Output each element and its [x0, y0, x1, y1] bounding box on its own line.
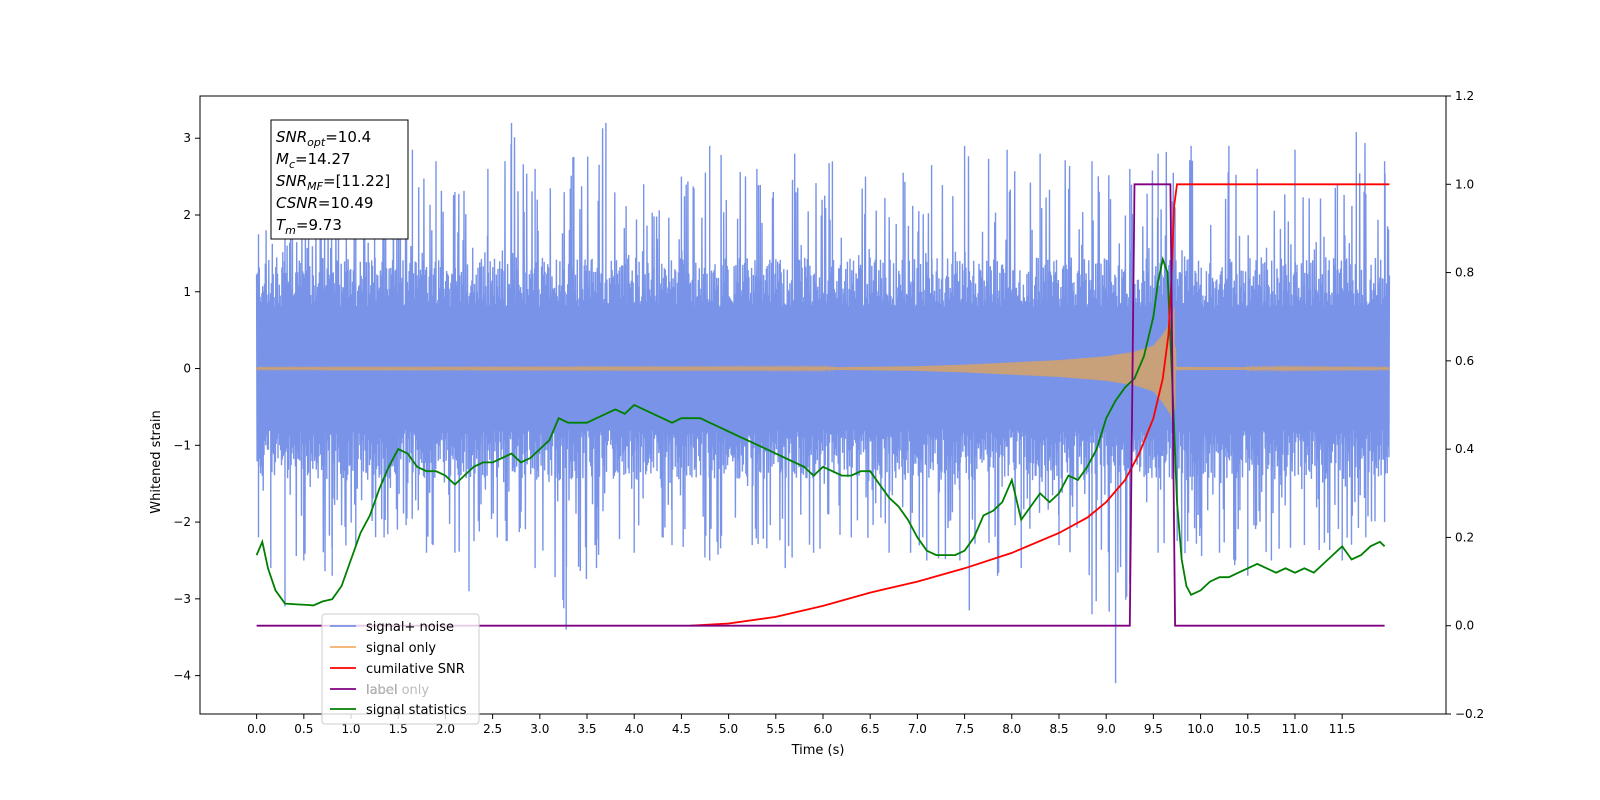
legend-label: label: [366, 683, 397, 698]
y2-tick-label: 1.2: [1455, 89, 1474, 103]
y-tick-label: 1: [183, 285, 191, 299]
signal-only-line: [256, 307, 1390, 428]
annotation-line: SNRMF=[11.22]: [276, 172, 390, 193]
y2-tick-label: 0.4: [1455, 442, 1474, 456]
y-tick-label: 0: [183, 362, 191, 376]
y2-tick-label: 1.0: [1455, 177, 1474, 191]
y2-tick-label: 0.2: [1455, 530, 1474, 544]
y2-tick-label: 0.6: [1455, 354, 1474, 368]
legend-frame: [321, 613, 480, 725]
y-axis-ticks: −4 −3 −2 −1 0 1 2 3: [173, 131, 200, 683]
x-tick-label: 6.0: [813, 722, 832, 736]
y2-tick-label: −0.2: [1455, 707, 1484, 721]
y2-tick-label: 0.8: [1455, 266, 1474, 280]
x-tick-label: 2.5: [483, 722, 502, 736]
series-signal-statistics: [255, 255, 1386, 607]
annotation-line: CSNR=10.49: [276, 194, 373, 212]
x-tick-label: 1.0: [341, 722, 360, 736]
annotation-line: Tm=9.73: [276, 216, 342, 237]
signal-statistics-line: [255, 255, 1386, 607]
legend: signal+ noise signal only cumilative SNR la…: [321, 613, 480, 725]
x-tick-label: 6.5: [861, 722, 880, 736]
label-line: [256, 183, 1385, 627]
legend-label: signal only: [366, 641, 436, 656]
annotation-line: Mc=14.27: [276, 150, 351, 171]
x-tick-label: 11.5: [1329, 722, 1356, 736]
x-tick-label: 0.5: [294, 722, 313, 736]
annotation-box: SNRopt=10.4Mc=14.27SNRMF=[11.22]CSNR=10.…: [270, 119, 409, 240]
y-tick-label: −4: [173, 669, 191, 683]
y-tick-label: −1: [173, 438, 191, 452]
y-tick-label: 3: [183, 131, 191, 145]
legend-label: cumilative SNR: [366, 662, 465, 677]
x-axis-ticks: 0.0 0.5 1.0 1.5 2.0 2.5 3.0 3.5 4.0 4.5 5.0 5.5 6.0 6…: [247, 714, 1356, 736]
y-tick-label: −2: [173, 515, 191, 529]
x-tick-label: 4.5: [672, 722, 691, 736]
y2-axis-ticks: −0.2 0.0 0.2 0.4 0.6 0.8 1.0 1.2: [1446, 89, 1484, 721]
x-tick-label: 10.0: [1187, 722, 1214, 736]
x-tick-label: 7.5: [955, 722, 974, 736]
x-tick-label: 0.0: [247, 722, 266, 736]
annotation-line: SNRopt=10.4: [276, 128, 371, 149]
x-tick-label: 5.0: [719, 722, 738, 736]
x-tick-label: 11.0: [1282, 722, 1309, 736]
legend-label: label only: [366, 683, 429, 698]
x-tick-label: 3.0: [530, 722, 549, 736]
x-tick-label: 8.5: [1049, 722, 1068, 736]
series-signal-only: [256, 307, 1390, 428]
legend-label: signal+ noise: [366, 620, 454, 635]
x-tick-label: 9.0: [1097, 722, 1116, 736]
y-axis-label: Whitened strain: [149, 410, 164, 513]
series-signal-noise: [255, 122, 1391, 684]
x-tick-label: 1.5: [389, 722, 408, 736]
annotation-frame: [270, 119, 409, 240]
y2-tick-label: 0.0: [1455, 619, 1474, 633]
x-tick-label: 2.0: [436, 722, 455, 736]
x-tick-label: 3.5: [577, 722, 596, 736]
legend-label: signal statistics: [366, 703, 467, 718]
signal-noise-line: [255, 122, 1391, 684]
x-tick-label: 7.0: [908, 722, 927, 736]
series-label: [256, 183, 1385, 627]
x-tick-label: 8.0: [1002, 722, 1021, 736]
x-axis-label: Time (s): [791, 743, 845, 758]
x-tick-label: 9.5: [1144, 722, 1163, 736]
y-tick-label: −3: [173, 592, 191, 606]
x-tick-label: 5.5: [766, 722, 785, 736]
x-tick-label: 10.5: [1234, 722, 1261, 736]
y-tick-label: 2: [183, 208, 191, 222]
x-tick-label: 4.0: [625, 722, 644, 736]
